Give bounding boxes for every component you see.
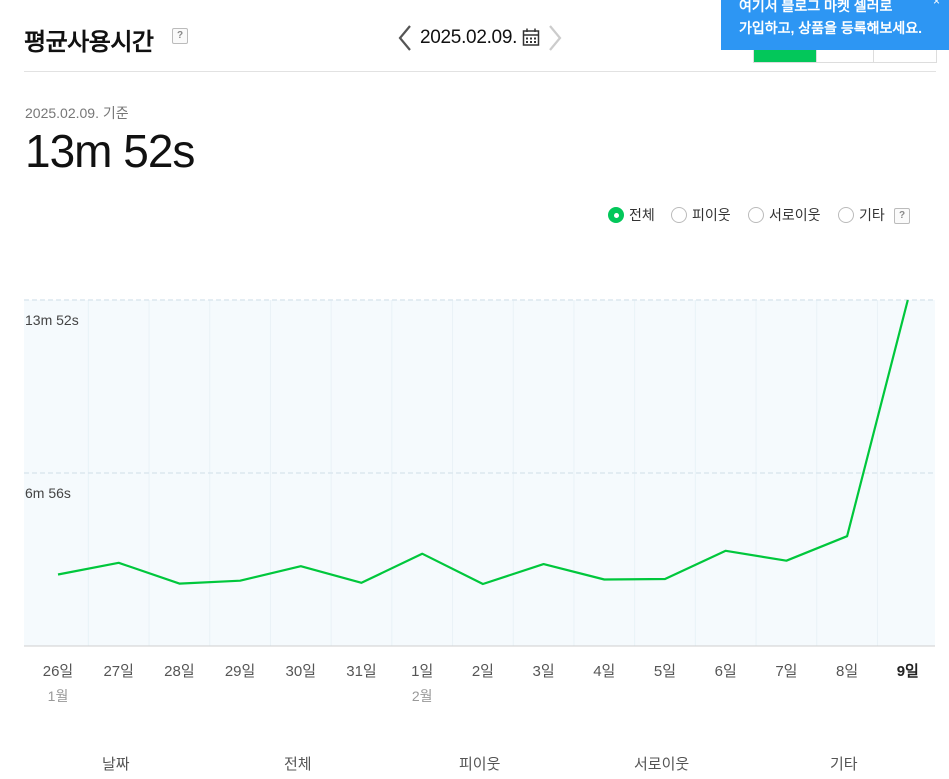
x-tick-label: 6일 — [715, 663, 737, 680]
x-tick-label: 4일 — [593, 663, 615, 680]
summary-value: 13m 52s — [25, 125, 195, 177]
x-tick-label: 5일 — [654, 663, 676, 680]
chevron-left-icon[interactable] — [396, 24, 414, 52]
x-tick-label: 27일 — [103, 663, 134, 680]
x-tick-label: 1일 — [411, 663, 433, 680]
month-label: 2월 — [412, 688, 433, 704]
filter-mutual[interactable]: 서로이웃 — [748, 205, 821, 225]
period-toggle-option[interactable] — [815, 42, 874, 62]
x-tick-label: 2일 — [472, 663, 494, 680]
x-tick-label: 8일 — [836, 663, 858, 680]
header-divider — [24, 71, 936, 72]
x-tick-label: 3일 — [533, 663, 555, 680]
x-tick-label: 29일 — [225, 663, 256, 680]
filter-all[interactable]: 전체 — [608, 205, 655, 225]
radio-checked-icon — [608, 207, 624, 223]
column-header-neighbor: 피이웃 — [459, 756, 501, 773]
column-header-etc: 기타 — [830, 756, 858, 773]
filter-label: 피이웃 — [692, 207, 731, 223]
calendar-icon[interactable] — [522, 28, 540, 46]
y-tick-label: 13m 52s — [25, 312, 79, 328]
filter-label: 서로이웃 — [769, 207, 821, 223]
promo-text: 여기서 블로그 마켓 셀러로 — [739, 0, 893, 14]
promo-tooltip: 여기서 블로그 마켓 셀러로 가입하고, 상품을 등록해보세요. × — [721, 0, 949, 50]
x-tick-label: 30일 — [286, 663, 317, 680]
x-tick-label: 31일 — [346, 663, 377, 680]
month-label: 1월 — [48, 688, 69, 704]
close-icon[interactable]: × — [933, 0, 941, 8]
page-title: 평균사용시간 — [24, 29, 154, 56]
column-header-all: 전체 — [284, 756, 312, 773]
x-tick-label: 9일 — [897, 663, 919, 680]
filter-label: 기타 — [859, 207, 885, 223]
column-header-date: 날짜 — [102, 756, 130, 773]
x-tick-label: 26일 — [43, 663, 74, 680]
chevron-right-icon — [549, 25, 562, 51]
x-tick-label: 28일 — [164, 663, 195, 680]
series-line — [57, 299, 909, 586]
x-tick-label: 7일 — [775, 663, 797, 680]
current-date: 2025.02.09. — [420, 27, 518, 48]
reference-date: 2025.02.09. 기준 — [25, 105, 129, 121]
filter-neighbor[interactable]: 피이웃 — [671, 205, 731, 225]
help-icon[interactable]: ? — [894, 208, 910, 224]
period-toggle-option[interactable] — [873, 42, 936, 62]
promo-text: 가입하고, 상품을 등록해보세요. — [739, 20, 922, 36]
radio-unchecked-icon — [671, 207, 687, 223]
radio-unchecked-icon — [748, 207, 764, 223]
plot-area — [24, 300, 935, 646]
filter-etc[interactable]: 기타 — [838, 205, 885, 225]
column-header-mutual: 서로이웃 — [634, 756, 690, 773]
radio-unchecked-icon — [838, 207, 854, 223]
help-icon[interactable]: ? — [172, 28, 188, 44]
filter-label: 전체 — [629, 207, 655, 223]
y-tick-label: 6m 56s — [25, 485, 71, 501]
